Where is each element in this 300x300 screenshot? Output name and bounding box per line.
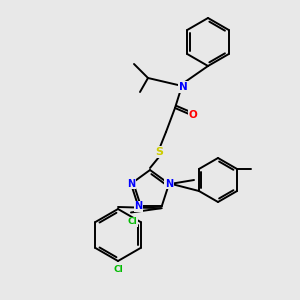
Text: N: N	[178, 82, 188, 92]
Text: S: S	[155, 147, 163, 157]
Text: Cl: Cl	[128, 218, 137, 226]
Text: N: N	[134, 201, 142, 211]
Text: N: N	[127, 179, 135, 189]
Text: O: O	[189, 110, 197, 120]
Text: Cl: Cl	[113, 265, 123, 274]
Text: N: N	[165, 179, 173, 189]
